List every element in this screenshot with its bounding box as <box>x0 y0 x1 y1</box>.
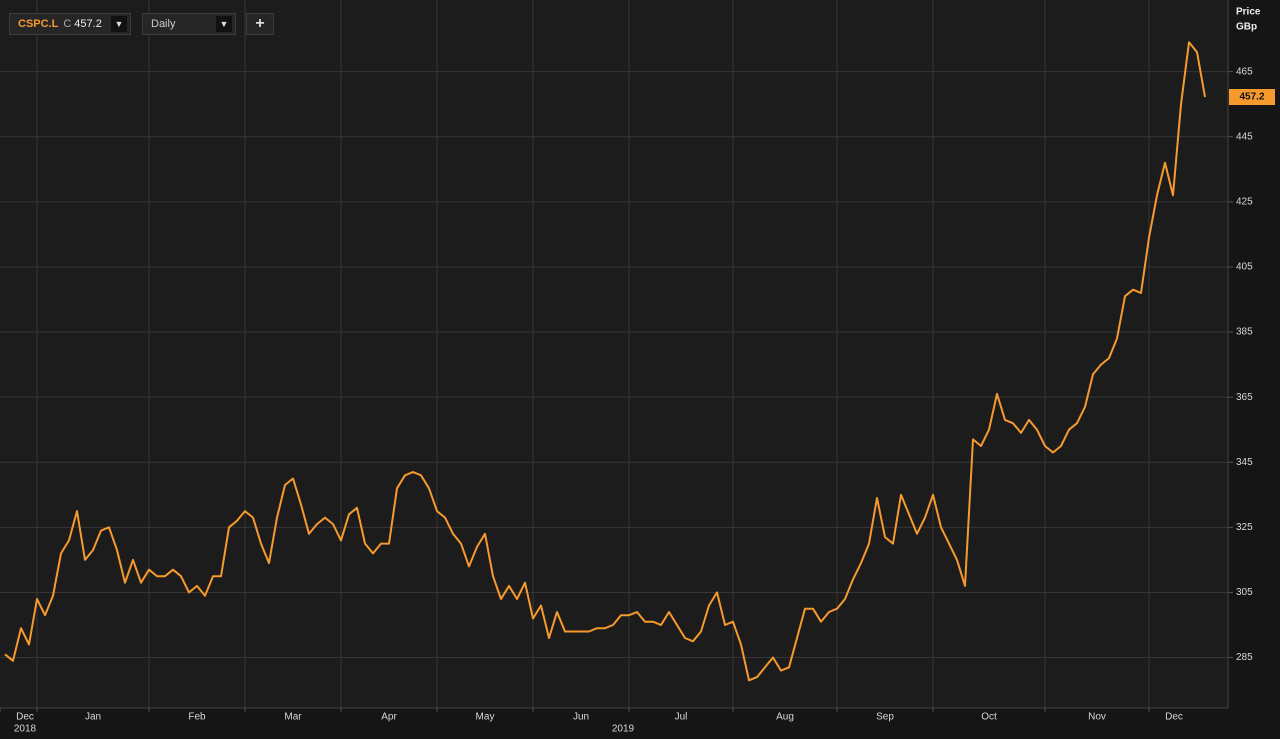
last-price-label: 457.2 <box>1239 92 1264 103</box>
x-tick-label: Mar <box>284 712 302 723</box>
symbol-box[interactable]: CSPC.L C 457.2 ▼ <box>9 13 131 35</box>
close-price: 457.2 <box>74 18 102 30</box>
x-tick-label: Feb <box>188 712 206 723</box>
x-tick-label: Sep <box>876 712 894 723</box>
plot-area <box>0 0 1228 708</box>
x-tick-label: Aug <box>776 712 794 723</box>
year-label: 2018 <box>14 724 37 735</box>
y-tick-label: 365 <box>1236 392 1253 403</box>
y-tick-label: 445 <box>1236 131 1253 142</box>
interval: Daily <box>151 18 176 30</box>
year-label: 2019 <box>612 724 635 735</box>
x-tick-label: Oct <box>981 712 997 723</box>
x-tick-label: Dec <box>16 712 34 723</box>
y-axis-strip <box>1228 0 1280 739</box>
price-line <box>4 41 1206 682</box>
x-tick-label: Nov <box>1088 712 1106 723</box>
symbol: CSPC.L <box>18 18 59 30</box>
x-axis-strip <box>0 708 1280 739</box>
close-prefix: C <box>63 18 72 30</box>
interval-box[interactable]: Daily ▼ <box>142 13 236 35</box>
x-tick-label: Dec <box>1165 712 1183 723</box>
y-tick-label: 465 <box>1236 66 1253 77</box>
dropdown-arrow[interactable]: ▼ <box>216 16 232 32</box>
y-tick-label: 325 <box>1236 522 1253 533</box>
axis-unit: GBp <box>1236 22 1257 33</box>
add-button[interactable]: + <box>246 13 274 35</box>
last-price-tag <box>1229 89 1275 106</box>
x-tick-label: Jan <box>85 712 101 723</box>
x-tick-label: May <box>476 712 495 723</box>
y-tick-label: 345 <box>1236 457 1253 468</box>
x-tick-label: Jul <box>675 712 688 723</box>
dropdown-arrow[interactable]: ▼ <box>111 16 127 32</box>
axis-title: Price <box>1236 7 1261 18</box>
x-tick-label: Apr <box>381 712 397 723</box>
y-tick-label: 385 <box>1236 327 1253 338</box>
y-tick-label: 425 <box>1236 196 1253 207</box>
y-tick-label: 285 <box>1236 652 1253 663</box>
x-tick-label: Jun <box>573 712 589 723</box>
y-tick-label: 405 <box>1236 262 1253 273</box>
y-tick-label: 305 <box>1236 587 1253 598</box>
